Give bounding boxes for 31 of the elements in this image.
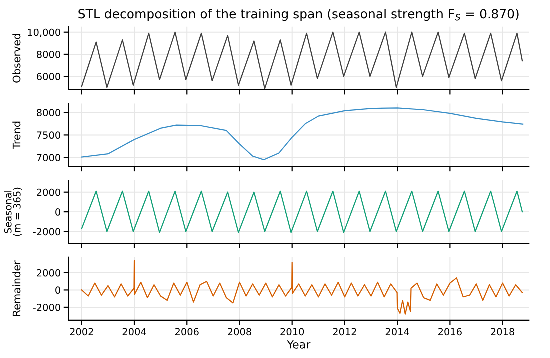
y-axis-title: Observed [12, 34, 21, 83]
x-axis-title: Year [287, 340, 311, 349]
y-tick-label: -2000 [33, 304, 60, 312]
x-tick-label: 2010 [280, 328, 304, 336]
y-tick-label: 2000 [37, 269, 60, 277]
x-tick-label: 2004 [122, 328, 146, 336]
y-axis-title: Trend [12, 122, 21, 150]
y-tick-label: 7000 [37, 154, 60, 162]
line-series [81, 32, 524, 90]
y-tick-label: 8000 [37, 109, 60, 117]
chart-title: STL decomposition of the training span (seasonal strength F$_{S}$ = 0.870) [78, 9, 519, 22]
x-tick-label: 2002 [70, 328, 94, 336]
y-tick-label: 2000 [37, 188, 60, 196]
y-tick-label: 7500 [37, 132, 60, 140]
x-tick-label: 2018 [491, 328, 514, 336]
x-tick-label: 2016 [438, 328, 462, 336]
x-tick-label: 2008 [228, 328, 252, 336]
y-tick-label: 6000 [37, 73, 60, 80]
line-series [81, 190, 524, 234]
x-tick-label: 2006 [175, 328, 199, 336]
x-tick-label: 2014 [386, 328, 410, 336]
line-series [81, 108, 524, 161]
y-tick-label: 0 [56, 208, 60, 216]
y-axis-title: Remainder [12, 260, 21, 316]
y-tick-label: 8000 [37, 50, 60, 58]
y-tick-label: -2000 [33, 228, 60, 236]
line-series [81, 260, 524, 315]
y-tick-label: 10,000 [28, 28, 60, 38]
x-tick-label: 2012 [333, 328, 356, 336]
y-axis-title: Seasonal (m = 365) [4, 188, 22, 236]
y-tick-label: 0 [56, 286, 60, 294]
